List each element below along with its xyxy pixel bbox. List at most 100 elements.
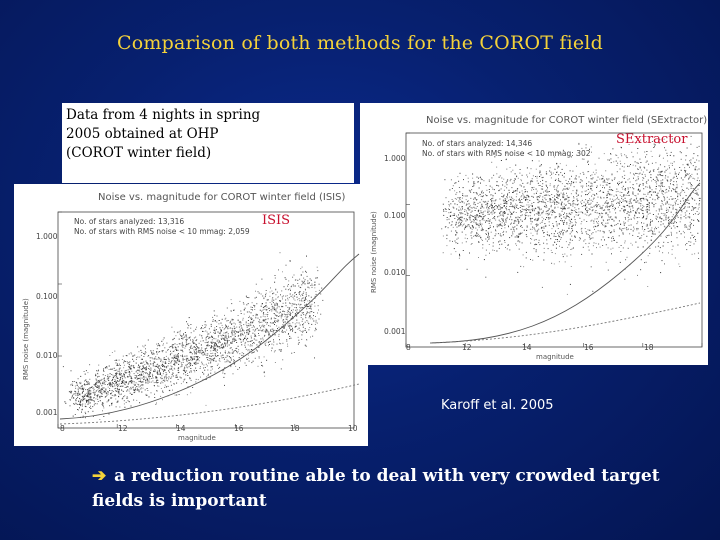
isis-point bbox=[296, 307, 297, 309]
isis-point bbox=[150, 392, 152, 394]
isis-point bbox=[263, 372, 265, 374]
isis-point bbox=[157, 366, 159, 367]
sextractor-point bbox=[517, 208, 519, 209]
sextractor-point bbox=[682, 183, 684, 185]
isis-point bbox=[232, 355, 234, 357]
sextractor-point bbox=[461, 225, 463, 227]
isis-point bbox=[176, 349, 178, 351]
isis-point bbox=[215, 355, 217, 357]
sextractor-point bbox=[483, 207, 485, 209]
sextractor-point bbox=[542, 200, 544, 202]
sextractor-method-label: SExtractor bbox=[616, 132, 688, 147]
isis-point bbox=[266, 329, 268, 331]
isis-point bbox=[144, 367, 145, 369]
sextractor-point bbox=[460, 223, 462, 225]
isis-point bbox=[273, 313, 275, 314]
isis-point bbox=[310, 305, 312, 307]
isis-point bbox=[85, 413, 87, 415]
sextractor-point bbox=[460, 223, 462, 225]
isis-point bbox=[311, 303, 313, 305]
sextractor-point bbox=[629, 233, 631, 235]
isis-point bbox=[174, 346, 176, 348]
sextractor-point bbox=[583, 201, 585, 203]
sextractor-point bbox=[638, 185, 640, 187]
sextractor-point bbox=[611, 225, 613, 227]
isis-point bbox=[201, 363, 203, 365]
sextractor-point bbox=[457, 237, 459, 239]
sextractor-point bbox=[571, 222, 573, 224]
sextractor-point bbox=[491, 207, 493, 209]
isis-point bbox=[147, 363, 149, 365]
sextractor-point bbox=[593, 242, 595, 244]
isis-point bbox=[133, 383, 135, 385]
isis-point bbox=[73, 393, 75, 395]
sextractor-point bbox=[488, 207, 490, 209]
sextractor-point bbox=[646, 169, 648, 171]
isis-point bbox=[79, 394, 81, 396]
isis-point bbox=[115, 391, 117, 392]
sextractor-point bbox=[627, 187, 629, 189]
sextractor-point bbox=[653, 204, 655, 206]
isis-point bbox=[207, 359, 209, 361]
isis-point bbox=[180, 362, 182, 364]
isis-point bbox=[71, 390, 73, 392]
sextractor-point bbox=[626, 157, 628, 159]
sextractor-point bbox=[498, 241, 500, 243]
sextractor-point bbox=[590, 188, 592, 190]
sextractor-point bbox=[682, 197, 684, 199]
sextractor-point bbox=[465, 210, 467, 212]
sextractor-point bbox=[514, 222, 516, 224]
sextractor-point bbox=[674, 173, 676, 175]
sextractor-point bbox=[535, 224, 537, 226]
isis-point bbox=[108, 376, 110, 378]
isis-point bbox=[77, 396, 79, 398]
sextractor-point bbox=[666, 179, 668, 181]
sextractor-point bbox=[688, 202, 690, 204]
sextractor-point bbox=[452, 214, 454, 216]
isis-point bbox=[256, 303, 258, 305]
sextractor-point bbox=[569, 233, 571, 235]
sextractor-point bbox=[595, 242, 597, 244]
isis-point bbox=[141, 362, 142, 364]
isis-point bbox=[302, 307, 304, 309]
isis-point bbox=[285, 264, 287, 266]
sextractor-point bbox=[469, 218, 471, 220]
sextractor-point bbox=[565, 231, 567, 233]
isis-point bbox=[89, 389, 91, 391]
isis-point bbox=[231, 342, 233, 344]
sextractor-point bbox=[503, 230, 505, 232]
sextractor-point bbox=[488, 213, 490, 215]
sextractor-point bbox=[579, 237, 581, 239]
isis-point bbox=[169, 354, 171, 356]
isis-point bbox=[112, 376, 114, 378]
sextractor-point bbox=[502, 215, 504, 217]
isis-point bbox=[165, 355, 167, 357]
sextractor-point bbox=[518, 248, 520, 250]
isis-point bbox=[168, 358, 170, 360]
sextractor-point bbox=[596, 222, 598, 224]
isis-point bbox=[269, 295, 271, 297]
isis-point bbox=[127, 397, 129, 399]
sextractor-point bbox=[654, 145, 655, 147]
sextractor-point bbox=[654, 180, 656, 181]
sextractor-point bbox=[542, 230, 544, 232]
isis-point bbox=[168, 360, 170, 362]
sextractor-point bbox=[488, 189, 490, 190]
isis-point bbox=[182, 337, 184, 339]
isis-point bbox=[86, 401, 87, 403]
isis-point bbox=[306, 320, 308, 322]
isis-point bbox=[162, 364, 164, 366]
sextractor-point bbox=[669, 187, 671, 189]
sextractor-point bbox=[590, 206, 592, 208]
sextractor-point bbox=[492, 249, 494, 251]
isis-point bbox=[189, 342, 191, 344]
isis-point bbox=[196, 326, 197, 328]
isis-point bbox=[220, 347, 222, 348]
isis-point bbox=[97, 376, 99, 378]
sextractor-point bbox=[538, 200, 540, 202]
isis-point bbox=[114, 360, 116, 361]
sextractor-point bbox=[671, 253, 673, 255]
isis-point bbox=[85, 406, 87, 408]
sextractor-point bbox=[536, 175, 538, 177]
sextractor-point bbox=[667, 180, 669, 182]
